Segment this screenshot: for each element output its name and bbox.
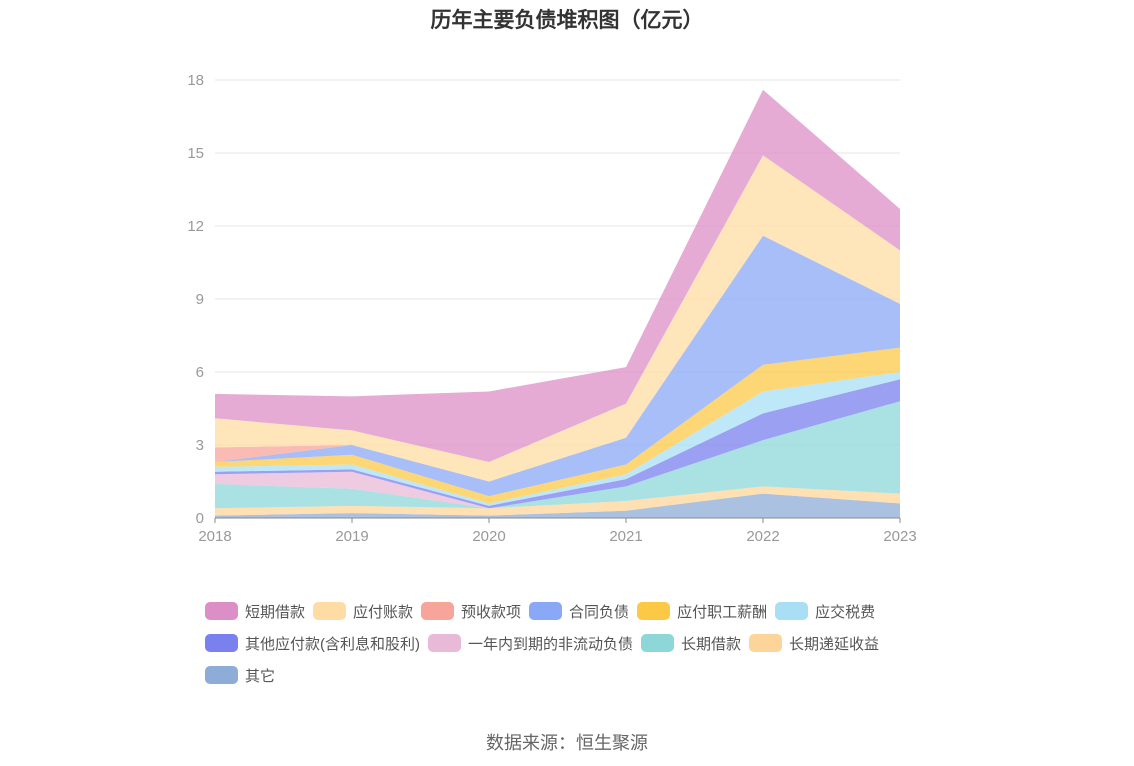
- area-series: [215, 493, 900, 518]
- area-series: [215, 89, 900, 463]
- y-tick-label: 0: [196, 510, 204, 527]
- legend-item[interactable]: 长期借款: [641, 632, 741, 654]
- x-tick-label: 2023: [883, 528, 916, 545]
- legend-label: 其它: [245, 667, 276, 685]
- legend-item[interactable]: 长期递延收益: [749, 632, 879, 654]
- legend-item[interactable]: 短期借款: [205, 600, 305, 622]
- x-tick-label: 2021: [609, 528, 642, 545]
- area-series: [215, 401, 900, 509]
- legend-label: 合同负债: [569, 603, 630, 621]
- legend-label: 应付账款: [353, 603, 414, 621]
- legend-swatch: [205, 634, 238, 652]
- legend-item[interactable]: 其它: [205, 664, 275, 686]
- chart-title: 历年主要负债堆积图（亿元）: [430, 9, 704, 32]
- x-tick-label: 2022: [746, 528, 779, 545]
- chart-plot: 0 3 6 9 12 15 18 2018 2019 2020 2021 2022 2023: [187, 72, 916, 545]
- axis-layer: 0 3 6 9 12 15 18 2018 2019 2020 2021 2022 2023: [187, 72, 916, 545]
- area-series: [215, 486, 900, 516]
- legend-item[interactable]: 预收款项: [421, 600, 521, 622]
- y-tick-label: 15: [187, 145, 204, 162]
- legend-swatch: [205, 666, 238, 684]
- area-layer: [215, 89, 900, 518]
- legend-swatch: [313, 602, 347, 620]
- legend-item[interactable]: 其他应付款(含利息和股利): [205, 632, 420, 654]
- area-series: [215, 401, 900, 509]
- legend-label: 预收款项: [461, 603, 522, 621]
- legend-item[interactable]: 合同负债: [529, 600, 629, 622]
- y-tick-label: 12: [187, 218, 204, 235]
- legend-swatch: [749, 634, 783, 652]
- legend-item[interactable]: 应付账款: [313, 600, 413, 622]
- legend-swatch: [428, 634, 461, 652]
- chart-legend: 短期借款 应付账款 预收款项 合同负债 应付职工薪酬 应交税费其他应付款(含利息和股利) 一…: [205, 600, 965, 696]
- legend-item[interactable]: 应交税费: [775, 600, 875, 622]
- x-tick-label: 2019: [335, 528, 368, 545]
- legend-label: 其他应付款(含利息和股利): [245, 635, 420, 653]
- legend-label: 短期借款: [245, 603, 306, 621]
- legend-swatch: [421, 602, 455, 620]
- legend-swatch: [637, 602, 671, 620]
- legend-swatch: [641, 634, 675, 652]
- x-tick-label: 2018: [198, 528, 231, 545]
- legend-swatch: [529, 602, 563, 620]
- area-series: [215, 235, 900, 497]
- area-series: [215, 155, 900, 482]
- legend-label: 长期借款: [681, 635, 742, 653]
- legend-label: 应付职工薪酬: [677, 603, 768, 621]
- legend-label: 长期递延收益: [789, 635, 880, 653]
- data-source: 数据来源：恒生聚源: [486, 733, 648, 753]
- area-series: [215, 347, 900, 504]
- y-tick-label: 9: [196, 291, 204, 308]
- legend-swatch: [205, 602, 238, 620]
- legend-item[interactable]: 一年内到期的非流动负债: [428, 632, 633, 654]
- area-series: [215, 372, 900, 506]
- legend-item[interactable]: 应付职工薪酬: [637, 600, 767, 622]
- legend-swatch: [775, 602, 809, 620]
- legend-label: 应交税费: [815, 603, 876, 621]
- y-tick-label: 6: [196, 364, 204, 381]
- legend-label: 一年内到期的非流动负债: [468, 635, 634, 653]
- x-tick-label: 2020: [472, 528, 505, 545]
- y-tick-label: 18: [187, 72, 204, 89]
- y-tick-label: 3: [196, 437, 204, 454]
